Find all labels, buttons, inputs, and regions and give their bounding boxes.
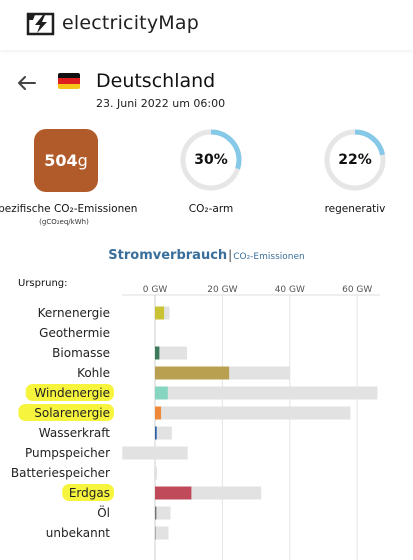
production-bar[interactable]	[155, 406, 162, 420]
capacity-bar[interactable]	[155, 426, 172, 440]
row-label: Solarenergie	[34, 406, 110, 420]
row-label: Pumpspeicher	[25, 446, 110, 460]
capacity-bar[interactable]	[153, 466, 158, 480]
x-tick-label: 40 GW	[275, 285, 305, 295]
row-label: Wasserkraft	[39, 426, 111, 440]
row-label: Öl	[97, 504, 110, 520]
production-chart: 0 GW 20 GW 40 GW 60 GW Kernenergie Geothermie…	[11, 285, 380, 560]
highlight-mark	[18, 404, 114, 421]
capacity-bar[interactable]	[155, 386, 378, 400]
highlight-mark	[25, 384, 115, 401]
production-bar[interactable]	[155, 486, 192, 500]
tab-stromverbrauch[interactable]: Stromverbrauch	[108, 248, 228, 263]
carbon-intensity-unit: g	[77, 151, 88, 170]
capacity-bar[interactable]	[155, 526, 169, 540]
tab-co2-emissionen[interactable]: CO₂-Emissionen	[233, 252, 305, 262]
production-bar[interactable]	[155, 426, 157, 440]
capacity-bar[interactable]	[155, 406, 351, 420]
row-label: unbekannt	[46, 526, 111, 540]
app-name[interactable]: electricityMap	[62, 12, 199, 34]
app-header: electricityMap	[0, 0, 413, 50]
row-label: Batteriespeicher	[11, 466, 110, 480]
zone-title: Deutschland	[96, 70, 216, 92]
zone-datetime: 23. Juni 2022 um 06:00	[96, 97, 226, 110]
production-bar[interactable]	[155, 306, 165, 320]
tab-separator: |	[228, 248, 233, 262]
origin-label: Ursprung:	[18, 278, 68, 289]
renewable-value: 22%	[338, 152, 372, 168]
capacity-bar[interactable]	[122, 446, 188, 460]
row-label: Kohle	[77, 366, 110, 380]
production-bar[interactable]	[155, 386, 168, 400]
row-label: Kernenergie	[38, 306, 110, 320]
row-label: Erdgas	[69, 486, 110, 500]
carbon-intensity-value: 504	[44, 151, 78, 170]
low-carbon-value: 30%	[194, 152, 228, 168]
carbon-intensity-label: spezifische CO₂-Emissionen	[0, 203, 138, 215]
low-carbon-label: CO₂-arm	[188, 203, 234, 215]
row-label: Windenergie	[34, 386, 110, 400]
germany-flag-icon	[58, 73, 80, 89]
renewable-label: regenerativ	[324, 203, 386, 215]
electricitymap-logo-icon[interactable]	[26, 11, 56, 37]
highlight-mark	[62, 484, 114, 501]
production-bar[interactable]	[155, 506, 157, 520]
row-label: Biomasse	[52, 346, 110, 360]
production-bar[interactable]	[155, 366, 230, 380]
low-carbon-ring	[180, 129, 242, 191]
chart-tabs: Stromverbrauch|CO₂-Emissionen	[0, 244, 413, 263]
carbon-intensity-badge: 504 g	[34, 129, 98, 192]
x-tick-label: 60 GW	[342, 285, 372, 295]
production-bar[interactable]	[155, 526, 157, 540]
row-label: Geothermie	[39, 326, 110, 340]
carbon-intensity-sublabel: (gCO₂eq/kWh)	[39, 218, 89, 226]
capacity-bar[interactable]	[155, 346, 188, 360]
back-arrow-icon[interactable]	[14, 70, 40, 96]
production-bar[interactable]	[155, 346, 160, 360]
capacity-bar[interactable]	[155, 506, 171, 520]
renewable-ring	[324, 129, 386, 191]
x-tick-label: 0 GW	[143, 285, 168, 295]
x-tick-label: 20 GW	[207, 285, 237, 295]
